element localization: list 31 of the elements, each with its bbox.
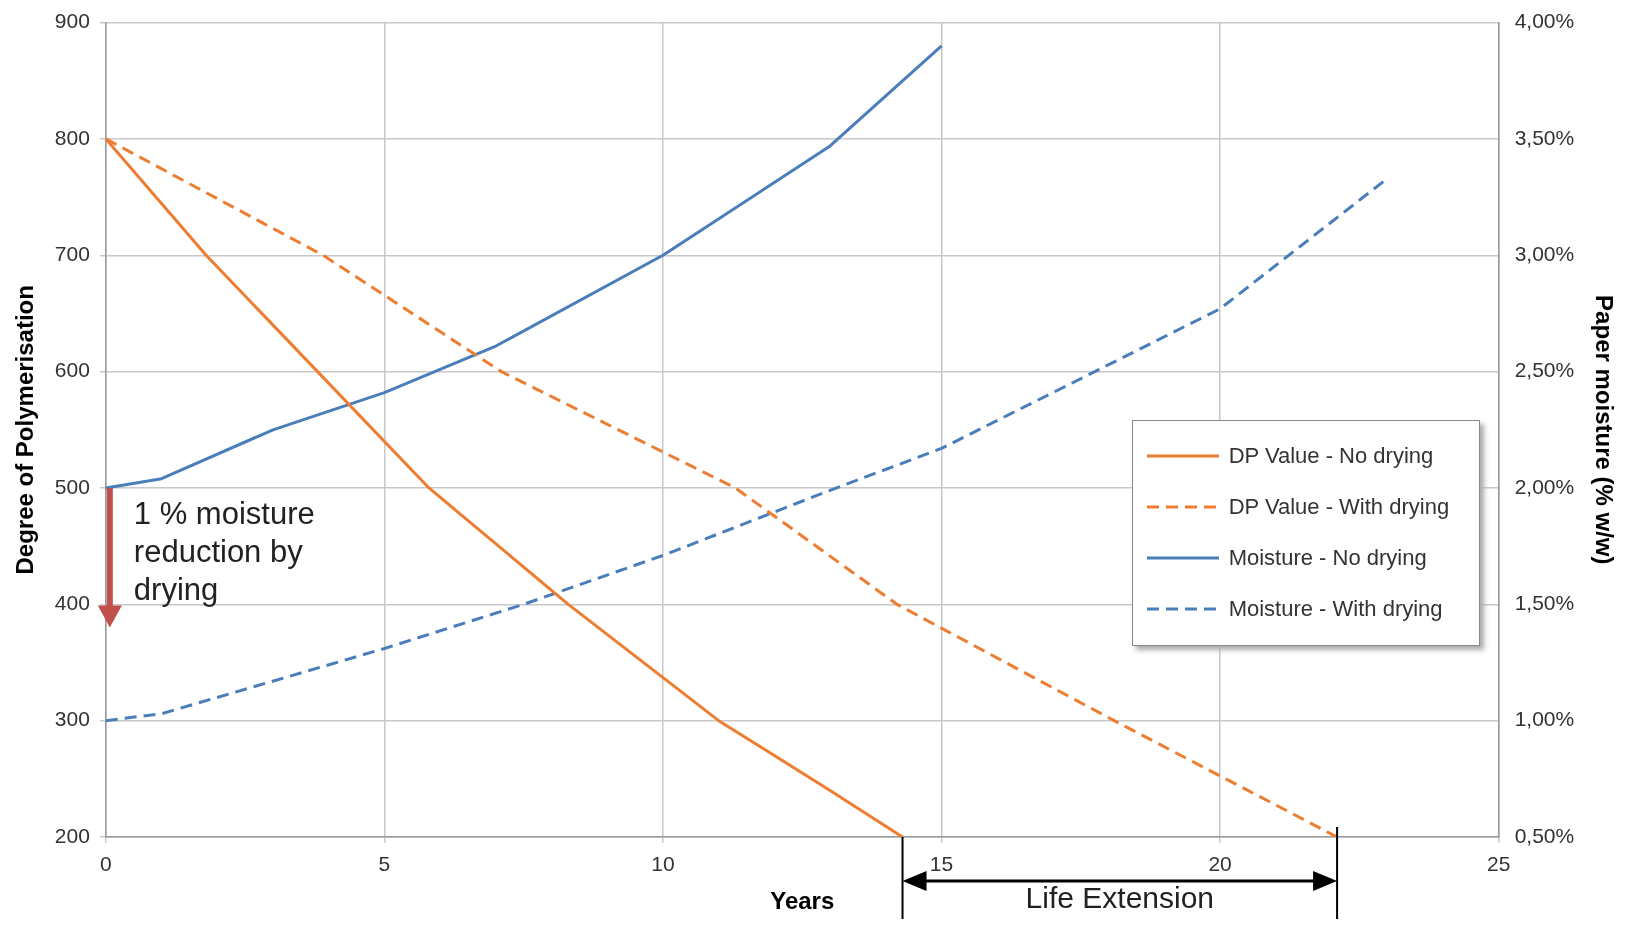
x-tick-label: 10 [651, 852, 675, 876]
y-tick-label: 300 [54, 707, 90, 731]
x-tick-label: 5 [378, 852, 391, 876]
y2-axis-title: Paper moisture (% w/w) [1590, 295, 1618, 565]
legend-label: DP Value - No drying [1228, 443, 1434, 470]
legend-label: DP Value - With drying [1228, 494, 1450, 521]
y2-tick-label: 3,50% [1514, 125, 1575, 149]
y2-tick-label: 2,50% [1514, 358, 1575, 382]
y2-tick-label: 2,00% [1514, 474, 1575, 498]
x-tick-label: 15 [929, 852, 954, 876]
y-axis-title: Degree of Polymerisation [11, 285, 39, 575]
x-tick-label: 0 [99, 852, 112, 876]
y-tick-label: 500 [54, 474, 90, 498]
x-axis-title: Years [770, 887, 835, 915]
y2-tick-label: 0,50% [1514, 823, 1575, 847]
y-tick-label: 800 [54, 125, 90, 149]
x-tick-label: 20 [1208, 852, 1232, 876]
y-tick-label: 700 [54, 242, 90, 266]
x-tick-label: 25 [1486, 852, 1511, 876]
y-tick-label: 400 [54, 591, 90, 615]
legend-label: Moisture - With drying [1228, 596, 1443, 623]
y-tick-label: 600 [54, 358, 90, 382]
y2-tick-label: 4,00% [1514, 9, 1575, 33]
y2-tick-label: 3,00% [1514, 242, 1575, 266]
y2-tick-label: 1,00% [1514, 707, 1575, 731]
y-tick-label: 900 [54, 9, 90, 33]
y-tick-label: 200 [54, 823, 90, 847]
legend-label: Moisture - No drying [1228, 545, 1427, 572]
text: Life Extension [1025, 881, 1215, 915]
annotation: 1 % moisture reduction by drying [133, 496, 315, 608]
y2-tick-label: 1,50% [1514, 591, 1575, 615]
